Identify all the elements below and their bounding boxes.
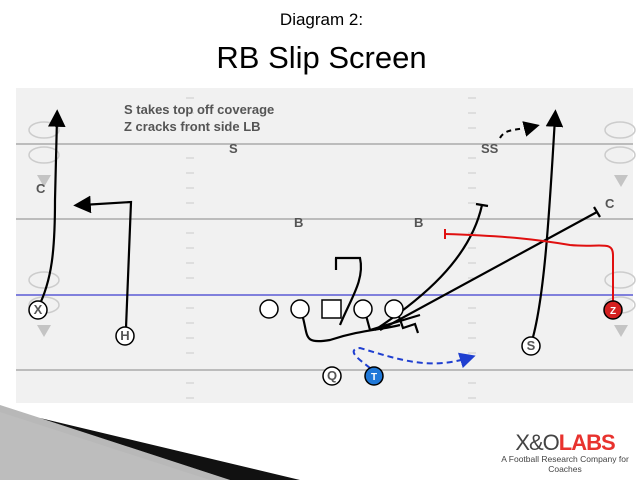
svg-text:Q: Q (327, 368, 337, 383)
player-t: T (364, 366, 384, 386)
defender-c-left: C (36, 181, 46, 196)
defender-b-left: B (294, 215, 303, 230)
lineman-lt (259, 299, 279, 319)
defender-b-right: B (414, 215, 423, 230)
player-x: X (28, 300, 48, 320)
xo-labs-logo: X&OLABS A Football Research Company for … (501, 430, 629, 474)
lineman-rt (384, 299, 404, 319)
coaching-note-1: S takes top off coverage (124, 102, 275, 117)
z-crack-route (444, 233, 614, 303)
player-s: S (521, 336, 541, 356)
player-h: H (115, 326, 135, 346)
player-z: Z (603, 300, 623, 320)
x-route (37, 109, 66, 309)
defender-c-right: C (605, 196, 615, 211)
s-route (529, 109, 564, 345)
ss-movement (499, 121, 540, 139)
t-screen-route (352, 346, 476, 369)
h-route (73, 195, 133, 329)
center (321, 299, 342, 319)
svg-text:Z: Z (610, 306, 616, 317)
lineman-rg (353, 299, 373, 319)
lineman-lg (290, 299, 310, 319)
field (16, 88, 633, 403)
svg-text:H: H (120, 328, 129, 343)
defender-s: S (229, 141, 238, 156)
defender-ss: SS (481, 141, 499, 156)
play-title: RB Slip Screen (216, 40, 427, 75)
coaching-note-2: Z cracks front side LB (124, 119, 261, 134)
center-block (335, 256, 363, 326)
svg-text:X: X (34, 302, 43, 317)
player-q: Q (322, 366, 342, 386)
svg-text:T: T (371, 372, 377, 383)
svg-text:S: S (527, 338, 536, 353)
diagram-number: Diagram 2: (279, 10, 364, 29)
